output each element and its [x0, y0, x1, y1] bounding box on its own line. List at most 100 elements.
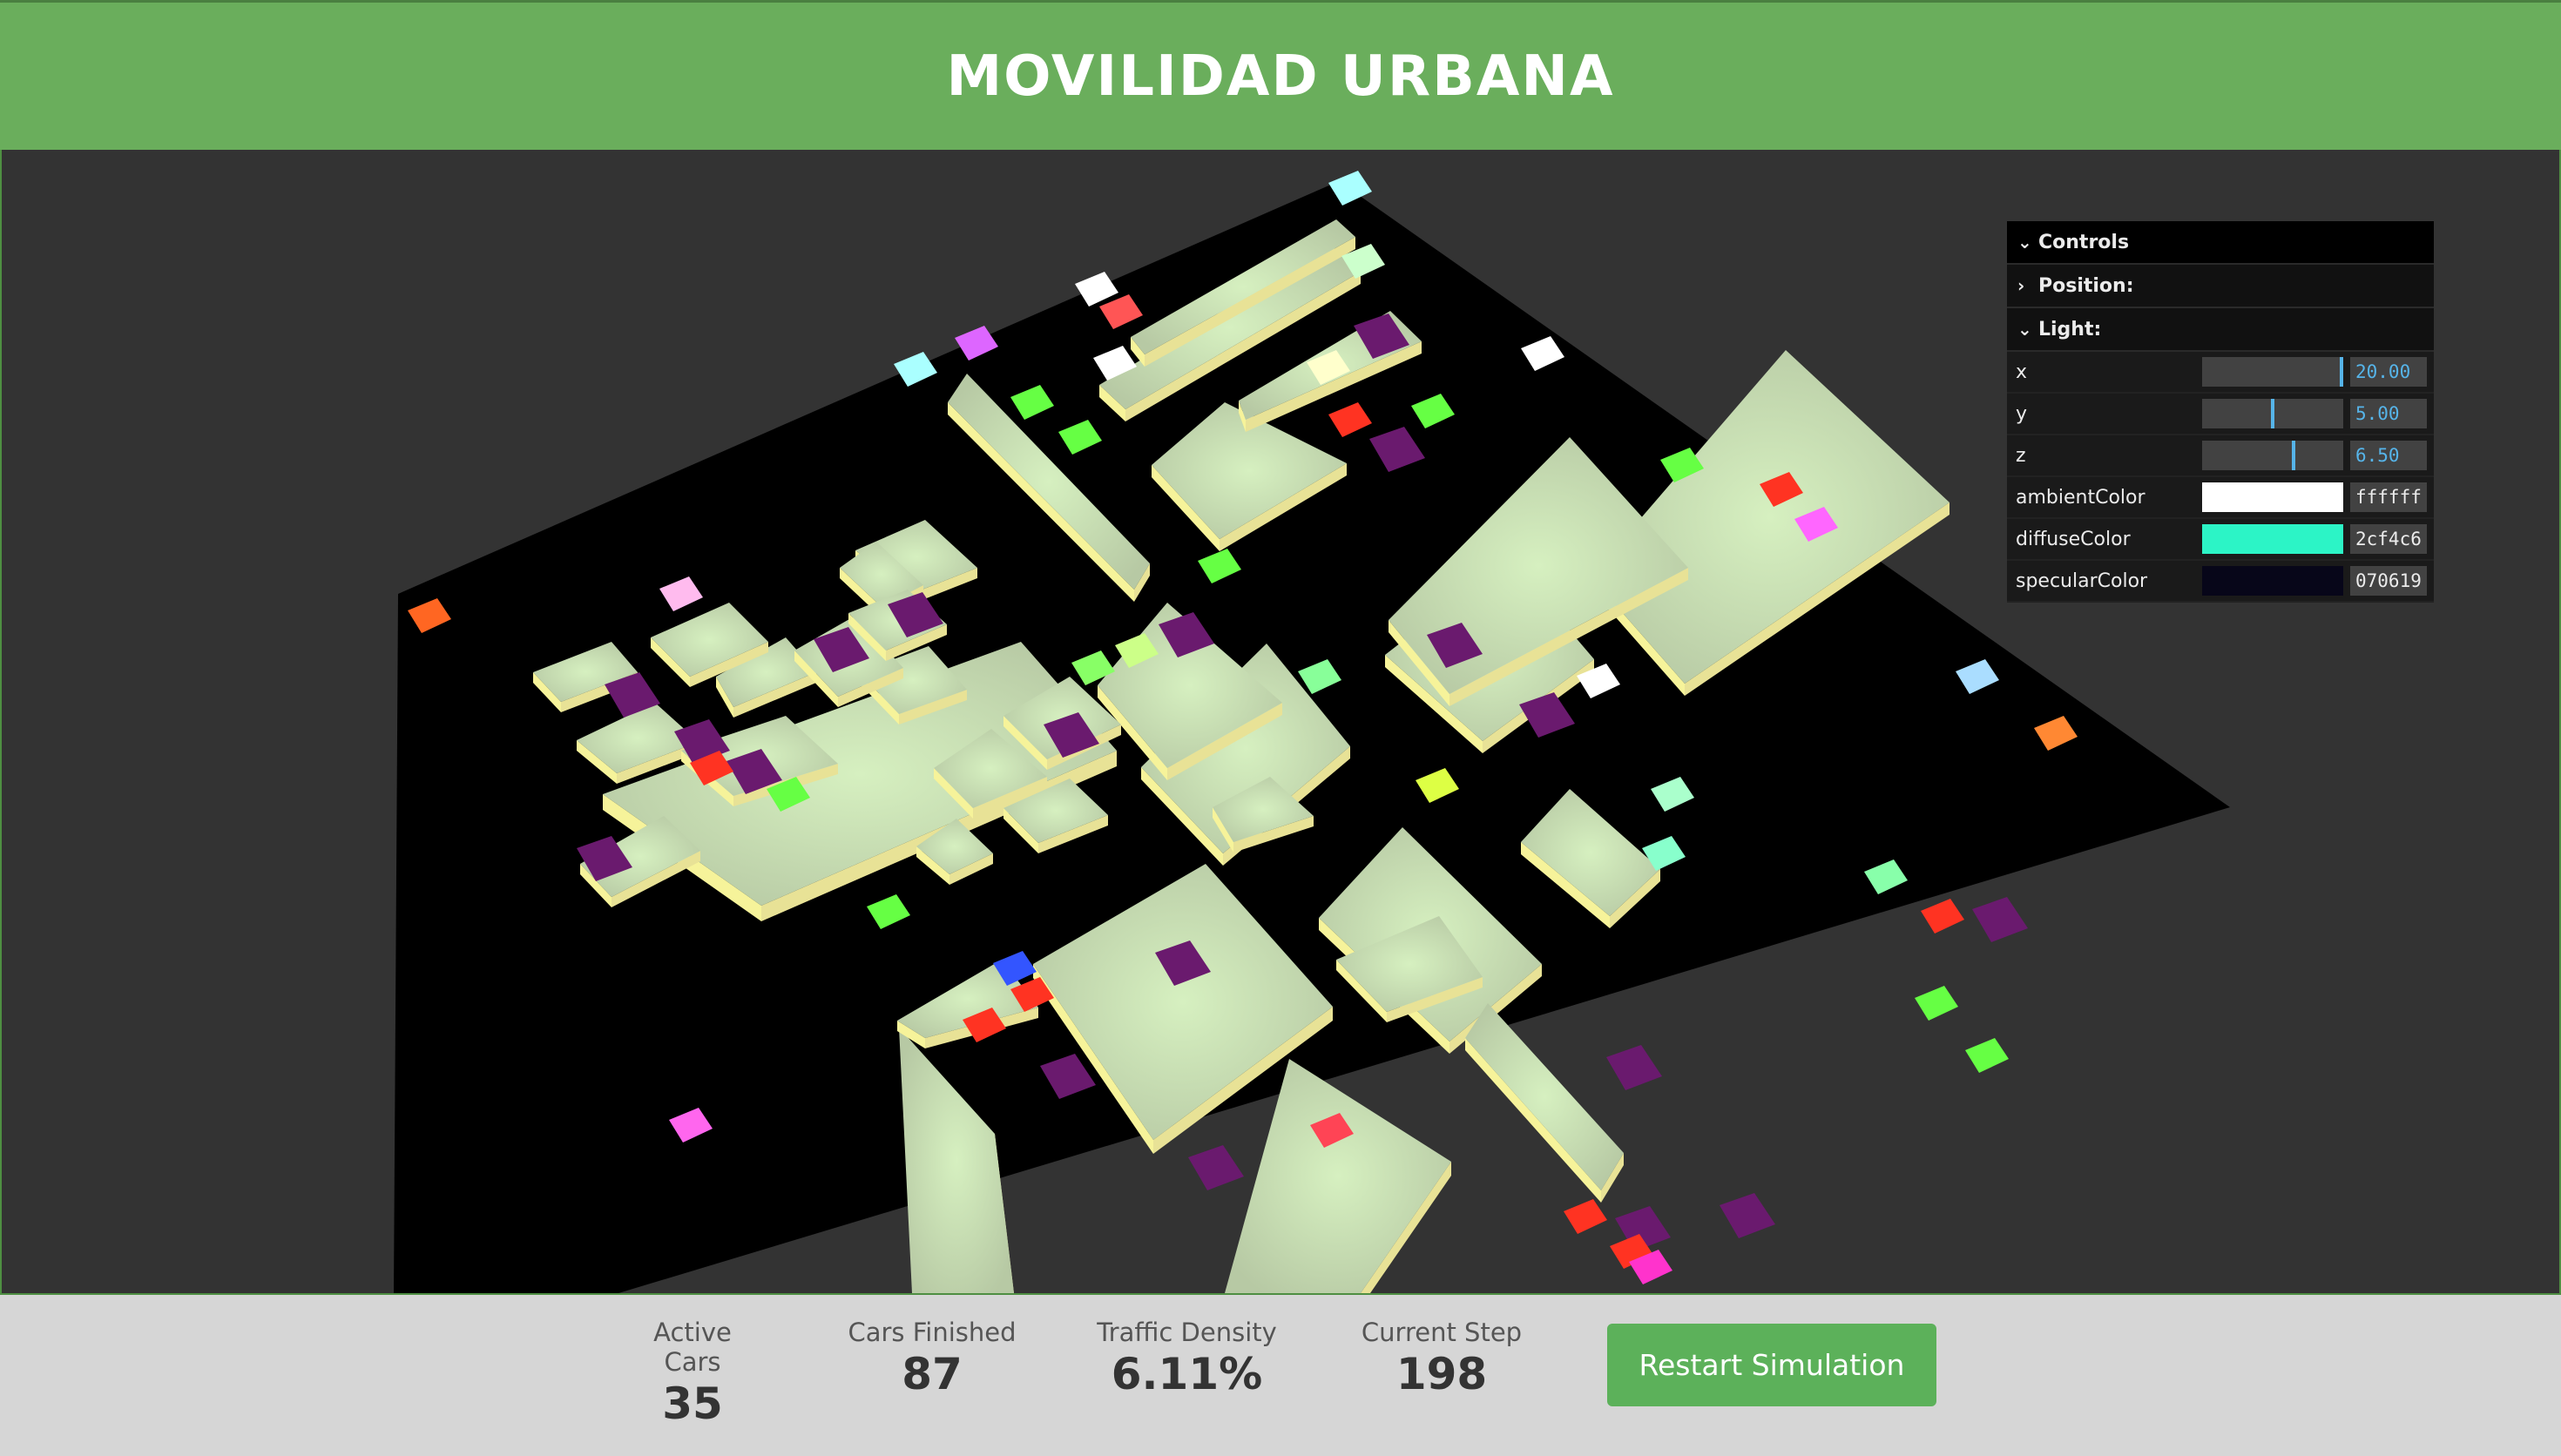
car	[1651, 777, 1694, 812]
building-top	[948, 374, 1150, 590]
car	[1629, 1250, 1672, 1284]
specular-color-swatch[interactable]	[2202, 566, 2343, 596]
ambient-color-input[interactable]: ffffff	[2350, 482, 2427, 512]
controls-panel: ⌄ Controls › Position: ⌄ Light: x 20.00 …	[2007, 221, 2434, 603]
diffuse-color-swatch[interactable]	[2202, 524, 2343, 554]
restart-simulation-button[interactable]: Restart Simulation	[1607, 1324, 1936, 1406]
roof-marker	[1720, 1193, 1775, 1238]
light-y-knob[interactable]	[2271, 399, 2274, 428]
ambient-color-label: ambientColor	[2016, 486, 2145, 509]
building-side	[838, 668, 903, 707]
building-side	[1152, 465, 1220, 551]
app-header: MOVILIDAD URBANA	[0, 0, 2561, 150]
stat-active-cars-label: Active Cars	[653, 1318, 732, 1377]
building-side	[949, 853, 993, 885]
light-x-row: x 20.00	[2007, 352, 2434, 394]
building-side	[1239, 401, 1246, 432]
building-side	[1098, 685, 1167, 780]
roof-marker	[726, 749, 782, 794]
stat-cars-finished: Cars Finished 87	[841, 1318, 1024, 1399]
car	[955, 326, 998, 361]
building-top	[1152, 402, 1347, 539]
building-side	[690, 642, 768, 687]
building-side	[1003, 716, 1047, 770]
light-x-knob[interactable]	[2340, 357, 2343, 387]
building-side	[1387, 977, 1483, 1022]
car	[1564, 1199, 1607, 1234]
car	[1328, 402, 1372, 437]
car	[1965, 1038, 2009, 1073]
light-y-input[interactable]: 5.00	[2350, 399, 2427, 428]
light-z-knob[interactable]	[2292, 441, 2295, 470]
diffuse-color-input[interactable]: 2cf4c6	[2350, 524, 2427, 554]
car	[1411, 394, 1455, 428]
building-top	[855, 520, 977, 594]
stat-active-cars: Active Cars 35	[623, 1318, 762, 1429]
car	[1921, 899, 1964, 934]
stat-cars-finished-value: 87	[902, 1349, 963, 1399]
building-top	[840, 542, 923, 607]
building-side	[577, 740, 617, 784]
roof-marker	[1044, 712, 1099, 758]
building-top	[916, 819, 993, 874]
car	[1310, 1113, 1354, 1148]
controls-header[interactable]: ⌄ Controls	[2007, 221, 2434, 265]
light-x-slider[interactable]	[2202, 357, 2343, 387]
building-side	[899, 690, 967, 725]
building-side	[1141, 767, 1223, 866]
building-side	[897, 1021, 925, 1048]
specular-color-input[interactable]: 070619	[2350, 566, 2427, 596]
building-side	[1099, 385, 1125, 421]
car	[1093, 346, 1137, 381]
building-top	[1033, 864, 1333, 1140]
building-side	[934, 768, 973, 819]
car	[1642, 836, 1686, 871]
car	[1915, 986, 1958, 1021]
building-side	[1153, 1007, 1333, 1154]
building-side	[794, 650, 838, 707]
light-z-input[interactable]: 6.50	[2350, 441, 2427, 470]
building-top	[1336, 916, 1483, 1012]
simulation-canvas[interactable]: ⌄ Controls › Position: ⌄ Light: x 20.00 …	[0, 150, 2561, 1295]
building-top	[1225, 1059, 1451, 1293]
chevron-down-icon: ⌄	[2017, 232, 2032, 253]
building-side	[916, 846, 949, 885]
building-side	[911, 568, 977, 604]
building-top	[1213, 777, 1314, 842]
car	[867, 894, 910, 929]
building-side	[1220, 463, 1347, 551]
car	[1864, 859, 1908, 894]
folder-position[interactable]: › Position:	[2007, 265, 2434, 308]
car	[1075, 272, 1118, 307]
building-side	[1449, 568, 1688, 706]
car	[659, 576, 703, 611]
car	[1099, 294, 1143, 329]
light-x-input[interactable]: 20.00	[2350, 357, 2427, 387]
building-side	[948, 402, 1134, 602]
diffuse-color-label: diffuseColor	[2016, 528, 2131, 550]
car	[1956, 659, 1999, 694]
light-y-slider[interactable]	[2202, 399, 2343, 428]
building-side	[1134, 563, 1150, 602]
roof-marker	[814, 627, 869, 672]
roof-marker	[605, 672, 660, 718]
building-top	[1521, 789, 1660, 916]
building-side	[1610, 869, 1660, 928]
building-side	[617, 742, 699, 784]
light-z-label: z	[2016, 444, 2026, 467]
car	[993, 951, 1037, 986]
stat-current-step: Current Step 198	[1355, 1318, 1529, 1399]
building-side	[1465, 1038, 1601, 1203]
folder-position-label: Position:	[2038, 274, 2134, 297]
light-z-slider[interactable]	[2202, 441, 2343, 470]
folder-light[interactable]: ⌄ Light:	[2007, 308, 2434, 352]
building-top	[533, 642, 638, 702]
building-side	[716, 677, 733, 718]
building-side	[1033, 964, 1153, 1154]
building-top	[1003, 779, 1108, 843]
building-side	[1385, 655, 1483, 753]
building-side	[1246, 341, 1422, 432]
car	[1010, 977, 1054, 1012]
car	[1328, 171, 1372, 206]
ambient-color-swatch[interactable]	[2202, 482, 2343, 512]
